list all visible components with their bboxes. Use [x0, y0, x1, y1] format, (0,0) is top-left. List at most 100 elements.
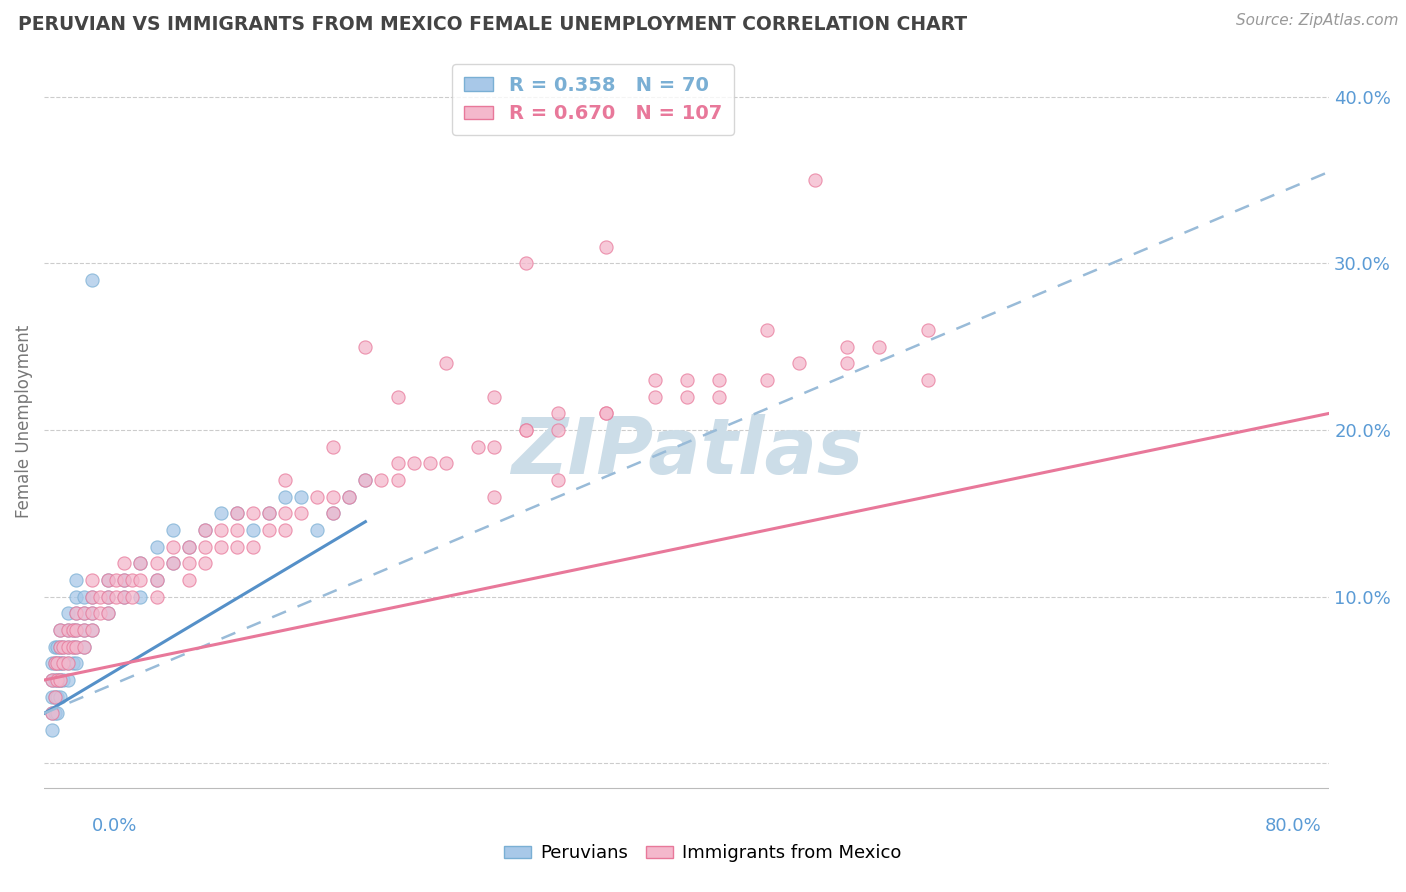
Point: [274, 523, 297, 537]
Point: [82, 607, 104, 621]
Point: [73, 607, 96, 621]
Point: [46, 640, 69, 654]
Point: [44, 706, 66, 721]
Point: [467, 440, 489, 454]
Point: [82, 590, 104, 604]
Point: [482, 490, 505, 504]
Point: [354, 473, 377, 487]
Point: [49, 690, 72, 704]
Point: [41, 673, 63, 687]
Point: [97, 607, 120, 621]
Point: [837, 340, 859, 354]
Point: [52, 657, 75, 671]
Point: [62, 640, 84, 654]
Point: [145, 540, 167, 554]
Point: [707, 373, 730, 387]
Point: [917, 323, 939, 337]
Point: [242, 540, 264, 554]
Point: [162, 557, 184, 571]
Point: [73, 640, 96, 654]
Point: [41, 673, 63, 687]
Point: [290, 507, 312, 521]
Point: [121, 590, 143, 604]
Point: [105, 573, 128, 587]
Text: Source: ZipAtlas.com: Source: ZipAtlas.com: [1236, 13, 1399, 28]
Point: [65, 623, 87, 637]
Point: [177, 540, 200, 554]
Point: [44, 673, 66, 687]
Point: [547, 473, 569, 487]
Point: [58, 657, 80, 671]
Point: [52, 640, 75, 654]
Point: [58, 607, 80, 621]
Point: [145, 557, 167, 571]
Point: [434, 356, 457, 370]
Point: [419, 456, 441, 470]
Point: [65, 607, 87, 621]
Point: [114, 590, 136, 604]
Point: [162, 557, 184, 571]
Point: [52, 673, 75, 687]
Point: [917, 373, 939, 387]
Point: [46, 673, 69, 687]
Point: [370, 473, 392, 487]
Point: [73, 623, 96, 637]
Point: [65, 640, 87, 654]
Point: [756, 373, 779, 387]
Point: [434, 456, 457, 470]
Point: [49, 673, 72, 687]
Point: [73, 623, 96, 637]
Point: [337, 490, 360, 504]
Point: [402, 456, 425, 470]
Point: [595, 406, 617, 420]
Point: [129, 557, 152, 571]
Legend: Peruvians, Immigrants from Mexico: Peruvians, Immigrants from Mexico: [496, 838, 910, 870]
Point: [62, 640, 84, 654]
Point: [114, 590, 136, 604]
Point: [194, 523, 217, 537]
Point: [242, 507, 264, 521]
Point: [46, 657, 69, 671]
Point: [52, 640, 75, 654]
Point: [547, 406, 569, 420]
Point: [274, 490, 297, 504]
Point: [242, 523, 264, 537]
Text: 80.0%: 80.0%: [1265, 817, 1322, 835]
Point: [73, 590, 96, 604]
Point: [89, 607, 111, 621]
Point: [58, 623, 80, 637]
Point: [322, 507, 344, 521]
Point: [209, 507, 232, 521]
Point: [177, 573, 200, 587]
Point: [354, 340, 377, 354]
Point: [114, 573, 136, 587]
Point: [547, 423, 569, 437]
Point: [44, 657, 66, 671]
Point: [387, 456, 409, 470]
Point: [225, 507, 247, 521]
Point: [97, 573, 120, 587]
Point: [595, 406, 617, 420]
Point: [97, 607, 120, 621]
Point: [337, 490, 360, 504]
Point: [482, 390, 505, 404]
Point: [58, 657, 80, 671]
Point: [225, 523, 247, 537]
Point: [194, 523, 217, 537]
Point: [65, 657, 87, 671]
Point: [194, 540, 217, 554]
Point: [49, 640, 72, 654]
Point: [97, 590, 120, 604]
Point: [322, 490, 344, 504]
Point: [49, 657, 72, 671]
Point: [44, 640, 66, 654]
Point: [49, 673, 72, 687]
Point: [225, 507, 247, 521]
Point: [837, 356, 859, 370]
Point: [46, 673, 69, 687]
Point: [274, 507, 297, 521]
Point: [58, 640, 80, 654]
Point: [257, 523, 280, 537]
Point: [82, 623, 104, 637]
Point: [177, 557, 200, 571]
